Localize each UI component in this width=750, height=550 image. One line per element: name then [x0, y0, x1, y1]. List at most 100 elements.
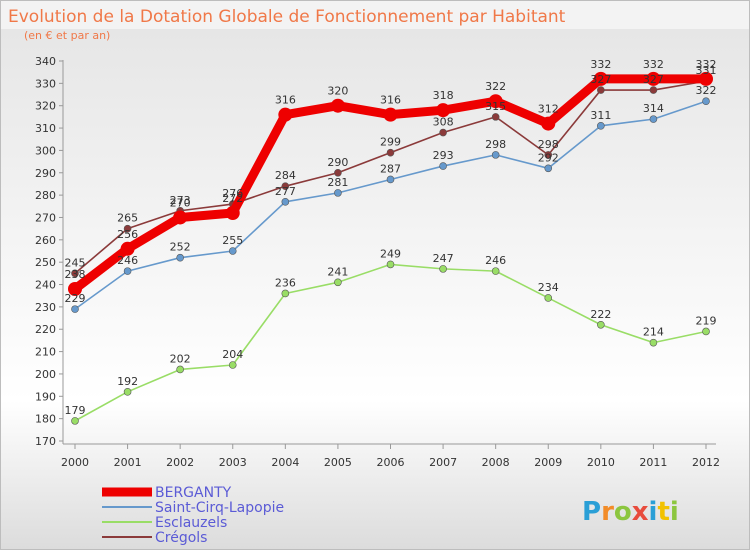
data-label: 179 — [65, 404, 86, 417]
data-point-esclauzels — [439, 265, 447, 273]
y-tick-label: 250 — [35, 256, 56, 269]
data-point-saint-cirq-lapopie — [71, 305, 79, 313]
data-point-berganty — [120, 241, 135, 256]
y-tick-label: 230 — [35, 301, 56, 314]
data-label: 322 — [485, 80, 506, 93]
data-label: 327 — [590, 73, 611, 86]
legend-label: BERGANTY — [155, 485, 232, 501]
data-point-berganty — [68, 282, 82, 296]
data-label: 229 — [65, 292, 86, 305]
data-point-esclauzels — [334, 278, 342, 287]
y-tick-label: 220 — [35, 323, 56, 336]
data-point-esclauzels — [176, 365, 184, 374]
x-tick-label: 2000 — [61, 456, 89, 469]
y-tick-label: 200 — [35, 368, 56, 381]
x-tick-label: 2006 — [377, 456, 405, 469]
data-label: 247 — [433, 252, 454, 265]
data-point-berganty — [278, 107, 293, 122]
data-label: 277 — [275, 185, 296, 198]
data-label: 327 — [643, 73, 664, 86]
data-point-cregols — [597, 86, 605, 94]
x-tick-label: 2009 — [534, 456, 562, 469]
data-point-saint-cirq-lapopie — [439, 162, 447, 170]
data-point-saint-cirq-lapopie — [123, 267, 132, 275]
data-label: 245 — [65, 256, 86, 269]
x-tick-label: 2012 — [692, 456, 720, 469]
data-point-saint-cirq-lapopie — [334, 189, 342, 197]
data-point-esclauzels — [597, 320, 605, 329]
data-label: 314 — [643, 102, 664, 115]
y-tick-label: 270 — [35, 211, 56, 224]
chart-subtitle: (en € et par an) — [24, 29, 110, 42]
data-point-esclauzels — [228, 361, 237, 369]
data-label: 311 — [590, 109, 611, 122]
data-label: 272 — [222, 192, 243, 205]
data-label: 270 — [170, 196, 191, 209]
data-point-saint-cirq-lapopie — [228, 247, 237, 255]
data-label: 308 — [433, 116, 454, 129]
y-tick-label: 340 — [35, 55, 56, 68]
data-label: 246 — [485, 254, 506, 267]
data-point-saint-cirq-lapopie — [544, 164, 553, 173]
data-point-saint-cirq-lapopie — [702, 97, 710, 106]
data-point-esclauzels — [702, 327, 710, 336]
data-label: 238 — [65, 268, 86, 281]
data-label: 322 — [696, 84, 717, 97]
data-label: 332 — [643, 58, 664, 71]
logo-text: Proxiti — [582, 497, 679, 527]
data-point-cregols — [491, 113, 500, 121]
x-tick-label: 2004 — [271, 456, 299, 469]
data-point-berganty — [383, 107, 398, 122]
data-point-cregols — [439, 128, 447, 137]
x-tick-label: 2007 — [429, 456, 457, 469]
data-label: 290 — [327, 156, 348, 169]
data-label: 265 — [117, 212, 138, 225]
data-point-cregols — [281, 182, 290, 190]
data-point-berganty — [699, 71, 713, 86]
x-tick-label: 2011 — [639, 456, 667, 469]
y-tick-label: 210 — [35, 346, 56, 359]
y-tick-label: 320 — [35, 100, 56, 113]
data-point-berganty — [593, 71, 608, 86]
data-label: 332 — [696, 58, 717, 71]
x-tick-label: 2002 — [166, 456, 194, 469]
data-point-saint-cirq-lapopie — [649, 115, 658, 123]
y-tick-label: 180 — [35, 413, 56, 426]
y-tick-label: 290 — [35, 167, 56, 180]
legend-label: Esclauzels — [155, 515, 227, 531]
data-point-saint-cirq-lapopie — [491, 151, 500, 159]
data-point-esclauzels — [386, 260, 395, 269]
data-label: 273 — [170, 194, 191, 207]
data-label: 315 — [485, 100, 506, 113]
data-point-saint-cirq-lapopie — [597, 122, 605, 130]
y-tick-label: 170 — [35, 435, 56, 448]
data-point-esclauzels — [71, 417, 79, 425]
data-point-cregols — [544, 151, 553, 159]
data-point-cregols — [386, 148, 395, 157]
data-point-berganty — [173, 210, 188, 225]
data-label: 214 — [643, 326, 664, 339]
data-label: 316 — [380, 94, 401, 107]
y-tick-label: 240 — [35, 279, 56, 292]
data-point-cregols — [334, 168, 342, 177]
data-point-berganty — [225, 206, 240, 220]
data-point-cregols — [71, 269, 79, 278]
data-label: 256 — [117, 228, 138, 241]
y-tick-label: 190 — [35, 390, 56, 403]
data-label: 252 — [170, 241, 191, 254]
data-point-esclauzels — [544, 294, 553, 302]
legend-label: Saint-Cirq-Lapopie — [155, 500, 284, 516]
x-tick-label: 2001 — [114, 456, 142, 469]
data-point-saint-cirq-lapopie — [176, 253, 184, 262]
data-point-berganty — [436, 103, 451, 118]
data-point-berganty — [541, 116, 556, 131]
data-point-berganty — [330, 98, 345, 113]
series-line-esclauzels — [74, 263, 707, 422]
data-point-esclauzels — [649, 338, 658, 347]
y-tick-label: 330 — [35, 77, 56, 90]
data-label: 246 — [117, 254, 138, 267]
data-point-saint-cirq-lapopie — [386, 175, 395, 184]
data-label: 316 — [275, 94, 296, 107]
data-point-esclauzels — [281, 289, 290, 298]
